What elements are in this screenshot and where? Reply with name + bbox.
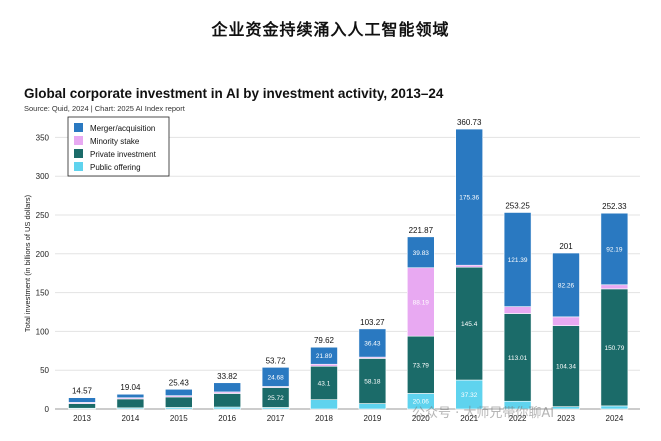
x-tick-label: 2022	[509, 414, 527, 423]
x-tick-label: 2017	[267, 414, 285, 423]
segment-data-label: 150.79	[604, 345, 624, 352]
y-tick-label: 200	[36, 250, 50, 259]
y-tick-label: 100	[36, 327, 50, 336]
legend-label: Public offering	[90, 163, 141, 172]
segment-data-label: 24.68	[267, 374, 284, 381]
watermark: 公众号 · 大师兄带你聊AI	[412, 406, 555, 421]
segment-data-label: 92.19	[606, 246, 623, 253]
bar-total-label: 103.27	[360, 318, 385, 327]
bar-segment-merger-acquisition-2023	[552, 252, 580, 318]
bar-segment-merger-acquisition-2014	[116, 393, 145, 399]
chart-source: Source: Quid, 2024 | Chart: 2025 AI Inde…	[24, 104, 185, 113]
bar-total-label: 252.33	[602, 202, 627, 211]
segment-data-label: 113.01	[508, 355, 528, 362]
segment-data-label: 43.1	[318, 380, 331, 387]
bar-segment-merger-acquisition-2020	[406, 236, 435, 269]
bar-segment-minority-stake-2018	[310, 363, 338, 367]
legend-swatch	[74, 123, 83, 132]
bar-segment-merger-acquisition-2019	[358, 328, 387, 358]
legend-label: Private investment	[90, 150, 157, 159]
bar-segment-merger-acquisition-2015	[165, 388, 193, 396]
segment-data-label: 104.34	[556, 364, 576, 371]
segment-data-label: 20.06	[413, 399, 430, 406]
legend-box	[67, 116, 170, 177]
bar-segment-public-offering-2023	[552, 406, 580, 410]
segment-data-label: 25.72	[267, 395, 284, 402]
bar-total-label: 201	[559, 242, 573, 251]
bar-segment-merger-acquisition-2018	[310, 346, 338, 365]
bar-total-label: 25.43	[169, 378, 190, 387]
bar-total-label: 79.62	[314, 336, 335, 345]
segment-data-label: 39.83	[413, 250, 430, 257]
bar-segment-private-investment-2013	[68, 403, 96, 409]
x-tick-label: 2018	[315, 414, 333, 423]
bar-segment-public-offering-2019	[358, 403, 387, 410]
segment-data-label: 82.26	[558, 282, 575, 289]
bar-segment-merger-acquisition-2013	[68, 397, 96, 403]
bar-segment-public-offering-2018	[310, 399, 338, 410]
legend-swatch	[74, 149, 83, 158]
bar-segment-merger-acquisition-2022	[503, 212, 532, 307]
segment-data-label: 145.4	[461, 321, 478, 328]
segment-data-label: 21.89	[316, 353, 333, 360]
bar-total-label: 14.57	[72, 387, 93, 396]
bar-segment-public-offering-2024	[600, 405, 629, 410]
chart-title: Global corporate investment in AI by inv…	[24, 86, 444, 101]
bar-segment-private-investment-2018	[310, 365, 338, 400]
x-tick-label: 2020	[412, 414, 430, 423]
segment-data-label: 88.19	[413, 299, 430, 306]
legend-label: Merger/acquisition	[90, 124, 155, 133]
segment-data-label: 73.79	[413, 362, 430, 369]
bar-segment-minority-stake-2020	[406, 267, 435, 337]
x-tick-label: 2021	[460, 414, 478, 423]
bar-segment-private-investment-2016	[213, 393, 241, 408]
bar-segment-minority-stake-2024	[600, 284, 629, 290]
segment-data-label: 37.32	[461, 392, 478, 399]
y-tick-label: 350	[36, 133, 50, 142]
segment-data-label: 58.18	[364, 378, 381, 385]
bar-segment-private-investment-2019	[358, 358, 387, 404]
bar-segment-merger-acquisition-2024	[600, 212, 629, 286]
bar-segment-private-investment-2023	[552, 325, 580, 407]
x-tick-label: 2014	[122, 414, 140, 423]
segment-data-label: 121.39	[508, 257, 528, 264]
x-tick-label: 2015	[170, 414, 188, 423]
bar-segment-merger-acquisition-2017	[261, 367, 290, 387]
page-banner: 企业资金持续涌入人工智能领域	[211, 20, 450, 39]
segment-data-label: 36.43	[364, 340, 381, 347]
y-tick-label: 0	[45, 405, 50, 414]
x-tick-label: 2019	[364, 414, 382, 423]
bar-total-label: 53.72	[266, 356, 287, 365]
bar-total-label: 253.25	[505, 201, 530, 210]
x-tick-label: 2013	[73, 414, 91, 423]
y-tick-label: 50	[40, 366, 49, 375]
bar-segment-minority-stake-2021	[455, 264, 484, 268]
bar-segment-private-investment-2024	[600, 288, 629, 407]
y-tick-label: 150	[36, 289, 50, 298]
bar-segment-private-investment-2020	[406, 335, 435, 394]
x-tick-label: 2016	[218, 414, 236, 423]
bar-segment-minority-stake-2023	[552, 316, 580, 327]
bar-segment-merger-acquisition-2021	[455, 128, 484, 266]
bar-segment-private-investment-2014	[116, 398, 145, 409]
legend-swatch	[74, 136, 83, 145]
bar-total-label: 221.87	[409, 226, 434, 235]
segment-data-label: 175.36	[459, 195, 479, 202]
y-tick-label: 250	[36, 211, 50, 220]
legend-label: Minority stake	[90, 137, 140, 146]
bar-total-label: 19.04	[120, 383, 141, 392]
legend-swatch	[74, 162, 83, 171]
x-tick-label: 2024	[606, 414, 624, 423]
bar-total-label: 33.82	[217, 372, 238, 381]
bar-segment-merger-acquisition-2016	[213, 382, 241, 393]
bar-segment-minority-stake-2022	[503, 306, 532, 314]
bar-total-label: 360.73	[457, 118, 482, 127]
y-tick-label: 300	[36, 172, 50, 181]
bar-segment-private-investment-2015	[165, 396, 193, 408]
x-tick-label: 2023	[557, 414, 575, 423]
y-axis-label: Total investment (in billions of US doll…	[23, 194, 32, 332]
